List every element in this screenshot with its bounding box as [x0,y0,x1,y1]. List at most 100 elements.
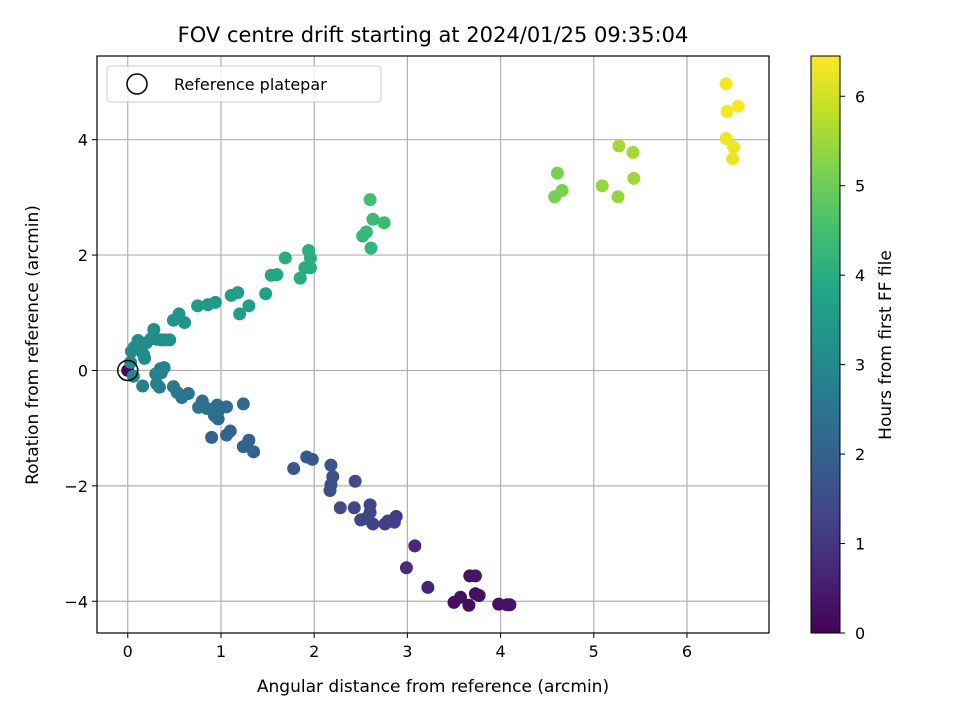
data-point [363,193,377,207]
data-point [726,152,740,166]
data-point [231,286,245,300]
legend-entry-reference: Reference platepar [174,75,327,94]
data-point [157,361,171,375]
data-point [359,225,373,239]
data-point [727,140,741,154]
data-point [364,241,378,255]
legend-box [106,65,382,103]
data-point [287,462,301,476]
data-point [178,316,192,330]
plot-frame [96,55,770,634]
data-point [293,271,307,285]
reference-platepar-marker [117,359,139,382]
data-point [233,307,247,321]
colorbar: 0 1 2 3 4 5 6 Hours from first FF file [810,55,896,643]
data-point [366,212,380,226]
data-point [378,517,392,531]
x-axis-label: Angular distance from reference (arcmin) [257,677,609,697]
data-point [192,400,206,414]
data-point [595,179,609,193]
y-tick-label: 2 [78,246,88,265]
data-point [555,183,569,197]
data-point [377,216,391,230]
colorbar-tick-label: 3 [855,356,865,375]
data-point [191,299,205,313]
data-point [627,171,641,185]
data-point [137,348,151,362]
colorbar-tick-label: 1 [855,535,865,554]
data-point [612,139,626,153]
data-point [472,588,486,602]
data-point [399,561,413,575]
data-point [720,104,734,118]
data-point [421,580,435,594]
data-point [303,251,317,265]
data-point [220,428,234,442]
data-point [503,598,517,612]
data-point [236,440,250,454]
colorbar-tick-label: 6 [855,87,865,106]
data-point [166,380,180,394]
y-tick-label: 4 [78,131,88,150]
data-point [731,99,745,113]
data-point [611,190,625,204]
data-point [347,501,361,515]
data-point [333,501,347,515]
y-tick-label: 0 [78,361,88,380]
y-axis-label: Rotation from reference (arcmin) [23,205,43,485]
scatter-points [121,77,745,612]
colorbar-tick-label: 2 [855,445,865,464]
x-tick-label: 2 [309,642,319,661]
y-axis-ticks: −4 −2 0 2 4 [64,131,97,611]
data-point [348,474,362,488]
data-point [259,287,273,301]
y-tick-label: −2 [64,477,88,496]
x-tick-label: 0 [123,642,133,661]
data-point [453,590,467,604]
data-point [550,166,564,180]
colorbar-ticks: 0 1 2 3 4 5 6 [840,87,865,643]
data-point [147,322,161,336]
data-point [408,539,422,553]
x-tick-label: 5 [589,642,599,661]
x-tick-label: 6 [682,642,692,661]
data-point [354,513,368,527]
colorbar-gradient [810,55,841,634]
grid-lines [97,56,769,633]
data-point [136,379,150,393]
data-point [300,450,314,464]
data-point [626,145,640,159]
data-point [363,498,377,512]
reference-marker [117,359,139,382]
data-point [124,355,138,369]
data-point [303,261,317,275]
data-point [205,430,219,444]
data-point [270,268,284,282]
x-tick-label: 4 [495,642,505,661]
data-point [468,569,482,583]
data-point [236,397,250,411]
colorbar-label: Hours from first FF file [876,250,896,440]
data-point [719,77,733,91]
x-tick-label: 1 [216,642,226,661]
data-point [324,458,338,472]
chart-title: FOV centre drift starting at 2024/01/25 … [178,23,689,47]
data-point [247,445,261,459]
data-point [323,483,337,497]
data-point [208,295,222,309]
x-tick-label: 3 [402,642,412,661]
data-point [278,251,292,265]
data-point [462,598,476,612]
colorbar-tick-label: 4 [855,266,865,285]
data-point [150,377,164,391]
y-tick-label: −4 [64,592,88,611]
legend-marker [126,73,148,95]
colorbar-tick-label: 0 [855,624,865,643]
legend: Reference platepar [106,65,382,103]
x-axis-ticks: 0 1 2 3 4 5 6 [123,633,692,661]
data-point [163,333,177,347]
data-point [242,299,256,313]
colorbar-tick-label: 5 [855,177,865,196]
data-point [719,132,733,146]
